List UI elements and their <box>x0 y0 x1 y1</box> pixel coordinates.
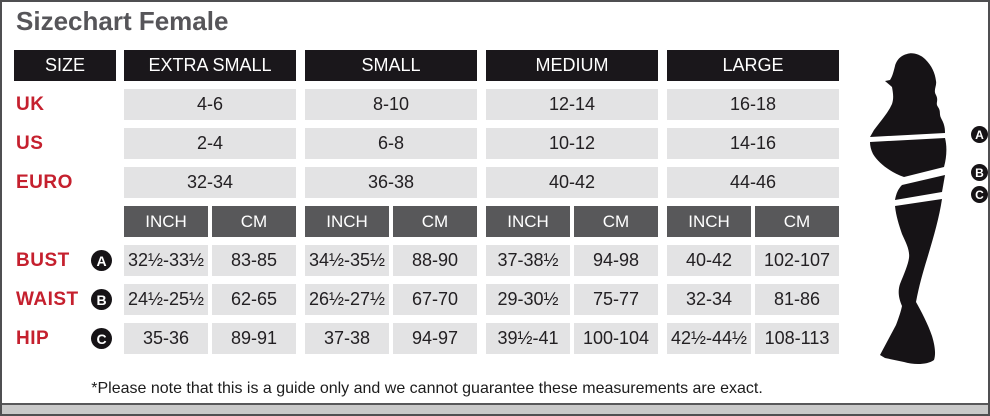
waist-l-inch: 32-34 <box>667 284 751 315</box>
table-row-hip: HIP C 35-36 89-91 37-38 94-97 39½-41 100… <box>14 323 839 354</box>
us-medium: 10-12 <box>486 128 658 159</box>
bust-s-inch: 34½-35½ <box>305 245 389 276</box>
bust-s-cm: 88-90 <box>393 245 477 276</box>
bust-xs-inch: 32½-33½ <box>124 245 208 276</box>
guide-footnote: *Please note that this is a guide only a… <box>91 380 763 397</box>
female-figure-silhouette <box>870 53 947 365</box>
table-row-waist: WAIST B 24½-25½ 62-65 26½-27½ 67-70 29-3… <box>14 284 839 315</box>
col-header-large: LARGE <box>667 50 839 81</box>
unit-inch-header: INCH <box>124 206 208 237</box>
waist-marker-badge: B <box>91 289 112 310</box>
unit-header-spacer <box>14 206 116 237</box>
row-label-bust: BUST <box>16 249 70 271</box>
unit-cm-header: CM <box>755 206 839 237</box>
us-extra-small: 2-4 <box>124 128 296 159</box>
row-label-waist: WAIST <box>16 288 79 310</box>
hip-xs-cm: 89-91 <box>212 323 296 354</box>
bottom-border-bar <box>2 403 988 414</box>
row-label-euro: EURO <box>16 171 73 193</box>
uk-extra-small: 4-6 <box>124 89 296 120</box>
table-header-row: SIZE EXTRA SMALL SMALL MEDIUM LARGE <box>14 50 839 81</box>
uk-medium: 12-14 <box>486 89 658 120</box>
size-table: SIZE EXTRA SMALL SMALL MEDIUM LARGE UK 4… <box>14 50 839 354</box>
hip-l-cm: 108-113 <box>755 323 839 354</box>
euro-small: 36-38 <box>305 167 477 198</box>
col-header-extra-small: EXTRA SMALL <box>124 50 296 81</box>
waist-xs-inch: 24½-25½ <box>124 284 208 315</box>
uk-small: 8-10 <box>305 89 477 120</box>
table-row-us: US 2-4 6-8 10-12 14-16 <box>14 128 839 159</box>
us-small: 6-8 <box>305 128 477 159</box>
page-title: Sizechart Female <box>16 6 229 36</box>
row-label-hip: HIP <box>16 327 50 349</box>
us-large: 14-16 <box>667 128 839 159</box>
bust-m-cm: 94-98 <box>574 245 658 276</box>
figure-marker-c: C <box>971 186 988 203</box>
waist-l-cm: 81-86 <box>755 284 839 315</box>
waist-s-inch: 26½-27½ <box>305 284 389 315</box>
unit-inch-header: INCH <box>486 206 570 237</box>
euro-large: 44-46 <box>667 167 839 198</box>
bust-m-inch: 37-38½ <box>486 245 570 276</box>
col-header-medium: MEDIUM <box>486 50 658 81</box>
figure-marker-a: A <box>971 126 988 143</box>
bust-marker-badge: A <box>91 250 112 271</box>
hip-m-cm: 100-104 <box>574 323 658 354</box>
hip-m-inch: 39½-41 <box>486 323 570 354</box>
size-header-cell: SIZE <box>14 50 116 81</box>
waist-xs-cm: 62-65 <box>212 284 296 315</box>
unit-cm-header: CM <box>574 206 658 237</box>
bust-l-cm: 102-107 <box>755 245 839 276</box>
unit-cm-header: CM <box>212 206 296 237</box>
row-label-uk: UK <box>16 93 45 115</box>
uk-large: 16-18 <box>667 89 839 120</box>
hip-s-inch: 37-38 <box>305 323 389 354</box>
hip-l-inch: 42½-44½ <box>667 323 751 354</box>
euro-extra-small: 32-34 <box>124 167 296 198</box>
hip-s-cm: 94-97 <box>393 323 477 354</box>
unit-inch-header: INCH <box>667 206 751 237</box>
unit-cm-header: CM <box>393 206 477 237</box>
bust-l-inch: 40-42 <box>667 245 751 276</box>
waist-s-cm: 67-70 <box>393 284 477 315</box>
row-label-us: US <box>16 132 44 154</box>
table-row-uk: UK 4-6 8-10 12-14 16-18 <box>14 89 839 120</box>
table-row-euro: EURO 32-34 36-38 40-42 44-46 <box>14 167 839 198</box>
hip-xs-inch: 35-36 <box>124 323 208 354</box>
figure-marker-b: B <box>971 164 988 181</box>
unit-inch-header: INCH <box>305 206 389 237</box>
euro-medium: 40-42 <box>486 167 658 198</box>
col-header-small: SMALL <box>305 50 477 81</box>
waist-m-inch: 29-30½ <box>486 284 570 315</box>
table-row-bust: BUST A 32½-33½ 83-85 34½-35½ 88-90 37-38… <box>14 245 839 276</box>
waist-m-cm: 75-77 <box>574 284 658 315</box>
bust-xs-cm: 83-85 <box>212 245 296 276</box>
unit-header-row: INCH CM INCH CM INCH CM INCH CM <box>14 206 839 237</box>
hip-marker-badge: C <box>91 328 112 349</box>
